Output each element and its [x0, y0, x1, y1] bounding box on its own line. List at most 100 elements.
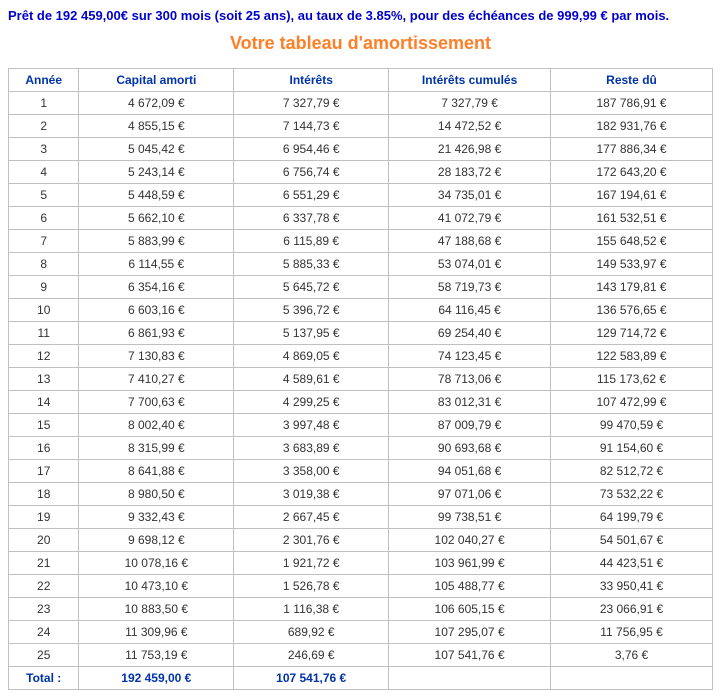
table-row: 45 243,14 €6 756,74 €28 183,72 €172 643,…	[9, 161, 713, 184]
cell-capital: 7 700,63 €	[79, 391, 234, 414]
cell-capital: 10 883,50 €	[79, 598, 234, 621]
cell-reste: 187 786,91 €	[551, 92, 713, 115]
cell-capital: 8 002,40 €	[79, 414, 234, 437]
table-row: 116 861,93 €5 137,95 €69 254,40 €129 714…	[9, 322, 713, 345]
cell-interets: 6 756,74 €	[234, 161, 389, 184]
cell-annee: 25	[9, 644, 79, 667]
cell-cumules: 69 254,40 €	[389, 322, 551, 345]
cell-interets: 5 885,33 €	[234, 253, 389, 276]
cell-interets: 5 396,72 €	[234, 299, 389, 322]
cell-interets: 1 116,38 €	[234, 598, 389, 621]
cell-interets: 4 589,61 €	[234, 368, 389, 391]
cell-cumules: 58 719,73 €	[389, 276, 551, 299]
cell-cumules: 87 009,79 €	[389, 414, 551, 437]
cell-capital: 4 672,09 €	[79, 92, 234, 115]
table-title: Votre tableau d'amortissement	[8, 33, 713, 54]
cell-annee: 10	[9, 299, 79, 322]
table-row: 2310 883,50 €1 116,38 €106 605,15 €23 06…	[9, 598, 713, 621]
total-cell-cumules	[389, 667, 551, 690]
cell-reste: 107 472,99 €	[551, 391, 713, 414]
cell-cumules: 97 071,06 €	[389, 483, 551, 506]
cell-annee: 1	[9, 92, 79, 115]
cell-capital: 10 078,16 €	[79, 552, 234, 575]
cell-reste: 115 173,62 €	[551, 368, 713, 391]
cell-capital: 5 883,99 €	[79, 230, 234, 253]
cell-reste: 182 931,76 €	[551, 115, 713, 138]
table-header-row: Année Capital amorti Intérêts Intérêts c…	[9, 69, 713, 92]
table-row: 209 698,12 €2 301,76 €102 040,27 €54 501…	[9, 529, 713, 552]
table-row: 96 354,16 €5 645,72 €58 719,73 €143 179,…	[9, 276, 713, 299]
cell-capital: 7 130,83 €	[79, 345, 234, 368]
cell-interets: 5 645,72 €	[234, 276, 389, 299]
cell-capital: 8 980,50 €	[79, 483, 234, 506]
table-row: 127 130,83 €4 869,05 €74 123,45 €122 583…	[9, 345, 713, 368]
cell-capital: 9 698,12 €	[79, 529, 234, 552]
cell-cumules: 94 051,68 €	[389, 460, 551, 483]
table-row: 158 002,40 €3 997,48 €87 009,79 €99 470,…	[9, 414, 713, 437]
cell-interets: 1 921,72 €	[234, 552, 389, 575]
table-row: 2210 473,10 €1 526,78 €105 488,77 €33 95…	[9, 575, 713, 598]
table-row: 199 332,43 €2 667,45 €99 738,51 €64 199,…	[9, 506, 713, 529]
cell-reste: 136 576,65 €	[551, 299, 713, 322]
cell-annee: 21	[9, 552, 79, 575]
cell-annee: 11	[9, 322, 79, 345]
cell-cumules: 105 488,77 €	[389, 575, 551, 598]
cell-capital: 8 641,88 €	[79, 460, 234, 483]
cell-annee: 14	[9, 391, 79, 414]
cell-interets: 6 551,29 €	[234, 184, 389, 207]
cell-interets: 5 137,95 €	[234, 322, 389, 345]
col-header-capital: Capital amorti	[79, 69, 234, 92]
cell-annee: 8	[9, 253, 79, 276]
cell-interets: 7 144,73 €	[234, 115, 389, 138]
cell-interets: 4 869,05 €	[234, 345, 389, 368]
cell-reste: 3,76 €	[551, 644, 713, 667]
table-row: 2511 753,19 €246,69 €107 541,76 €3,76 €	[9, 644, 713, 667]
table-row: 178 641,88 €3 358,00 €94 051,68 €82 512,…	[9, 460, 713, 483]
cell-annee: 17	[9, 460, 79, 483]
cell-interets: 1 526,78 €	[234, 575, 389, 598]
cell-reste: 33 950,41 €	[551, 575, 713, 598]
cell-annee: 24	[9, 621, 79, 644]
cell-capital: 5 243,14 €	[79, 161, 234, 184]
cell-cumules: 83 012,31 €	[389, 391, 551, 414]
cell-reste: 167 194,61 €	[551, 184, 713, 207]
cell-interets: 2 667,45 €	[234, 506, 389, 529]
cell-reste: 149 533,97 €	[551, 253, 713, 276]
cell-annee: 23	[9, 598, 79, 621]
cell-capital: 6 114,55 €	[79, 253, 234, 276]
loan-summary-line: Prêt de 192 459,00€ sur 300 mois (soit 2…	[8, 8, 713, 23]
cell-cumules: 34 735,01 €	[389, 184, 551, 207]
cell-interets: 3 358,00 €	[234, 460, 389, 483]
table-row: 147 700,63 €4 299,25 €83 012,31 €107 472…	[9, 391, 713, 414]
cell-capital: 11 309,96 €	[79, 621, 234, 644]
table-row: 24 855,15 €7 144,73 €14 472,52 €182 931,…	[9, 115, 713, 138]
col-header-cumules: Intérêts cumulés	[389, 69, 551, 92]
cell-annee: 2	[9, 115, 79, 138]
cell-cumules: 106 605,15 €	[389, 598, 551, 621]
cell-capital: 6 603,16 €	[79, 299, 234, 322]
cell-interets: 6 954,46 €	[234, 138, 389, 161]
cell-capital: 6 354,16 €	[79, 276, 234, 299]
cell-reste: 82 512,72 €	[551, 460, 713, 483]
table-row: 55 448,59 €6 551,29 €34 735,01 €167 194,…	[9, 184, 713, 207]
cell-reste: 177 886,34 €	[551, 138, 713, 161]
cell-cumules: 21 426,98 €	[389, 138, 551, 161]
cell-annee: 15	[9, 414, 79, 437]
cell-annee: 13	[9, 368, 79, 391]
cell-cumules: 7 327,79 €	[389, 92, 551, 115]
table-row-total: Total :192 459,00 €107 541,76 €	[9, 667, 713, 690]
cell-capital: 7 410,27 €	[79, 368, 234, 391]
cell-interets: 246,69 €	[234, 644, 389, 667]
table-row: 137 410,27 €4 589,61 €78 713,06 €115 173…	[9, 368, 713, 391]
cell-cumules: 107 295,07 €	[389, 621, 551, 644]
cell-reste: 161 532,51 €	[551, 207, 713, 230]
cell-interets: 3 019,38 €	[234, 483, 389, 506]
table-row: 168 315,99 €3 683,89 €90 693,68 €91 154,…	[9, 437, 713, 460]
cell-annee: 16	[9, 437, 79, 460]
cell-cumules: 90 693,68 €	[389, 437, 551, 460]
table-row: 35 045,42 €6 954,46 €21 426,98 €177 886,…	[9, 138, 713, 161]
cell-cumules: 47 188,68 €	[389, 230, 551, 253]
cell-reste: 23 066,91 €	[551, 598, 713, 621]
cell-reste: 155 648,52 €	[551, 230, 713, 253]
cell-reste: 91 154,60 €	[551, 437, 713, 460]
